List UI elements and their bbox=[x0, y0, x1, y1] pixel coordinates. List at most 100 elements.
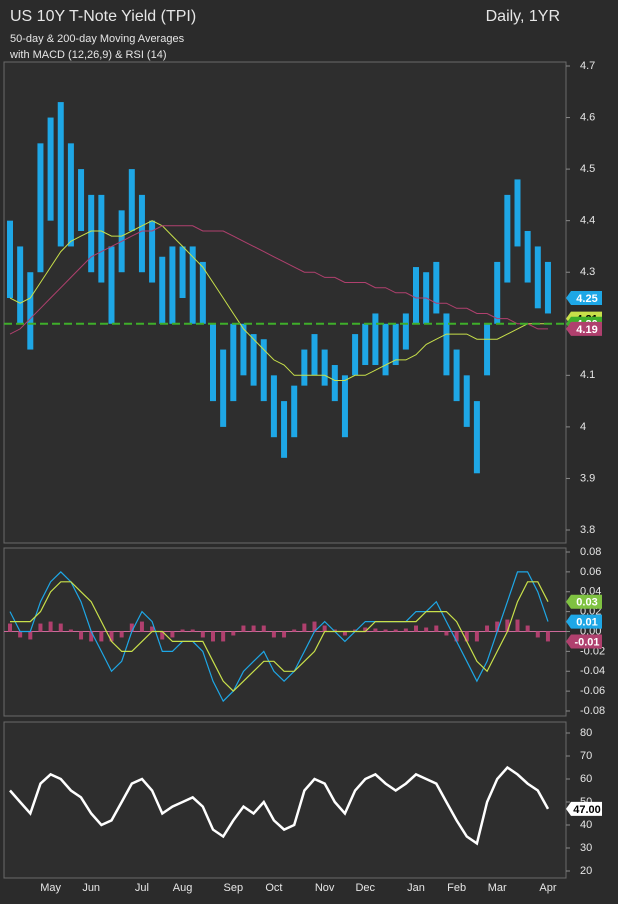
price-bar bbox=[37, 143, 44, 273]
subtitle: 50-day & 200-day Moving Averages bbox=[10, 33, 185, 45]
histogram-bar bbox=[495, 621, 500, 632]
y-tick-label: 4.3 bbox=[580, 266, 595, 278]
price-bar bbox=[169, 246, 176, 324]
price-bar bbox=[402, 313, 409, 350]
y-tick-label: 4.7 bbox=[580, 60, 595, 72]
x-tick-label: Nov bbox=[315, 882, 335, 894]
line bbox=[9, 571, 549, 703]
value-tag bbox=[566, 291, 602, 305]
price-bar bbox=[179, 246, 186, 298]
price-bar bbox=[311, 334, 318, 376]
histogram-bar bbox=[129, 623, 134, 632]
y-tick-label: 20 bbox=[580, 865, 592, 877]
price-bar bbox=[291, 385, 298, 438]
price-bar bbox=[484, 323, 491, 376]
line bbox=[9, 765, 550, 846]
x-tick-label: May bbox=[40, 882, 61, 894]
value-tag bbox=[566, 321, 602, 336]
price-bar bbox=[463, 375, 470, 427]
x-tick-label: Aug bbox=[173, 882, 193, 894]
price-bar bbox=[260, 339, 267, 402]
x-tick-label: Jul bbox=[135, 882, 149, 894]
price-bar bbox=[230, 323, 237, 402]
rsi-panel bbox=[3, 721, 567, 879]
price-bar bbox=[534, 246, 541, 309]
histogram-bar bbox=[211, 631, 215, 642]
y-tick-label: 80 bbox=[580, 727, 592, 739]
histogram-bar bbox=[363, 627, 368, 632]
histogram-bar bbox=[150, 626, 155, 632]
histogram-bar bbox=[525, 625, 530, 632]
histogram-bar bbox=[28, 631, 33, 640]
histogram-bar bbox=[68, 629, 73, 632]
value-tag-label: 4.19 bbox=[576, 324, 597, 336]
histogram-bar bbox=[403, 628, 408, 632]
period: Daily, 1YR bbox=[486, 8, 560, 25]
value-tag-label: 0.01 bbox=[576, 616, 597, 628]
histogram-bar bbox=[200, 631, 205, 638]
price-bar bbox=[17, 246, 24, 324]
price-bar bbox=[413, 267, 419, 324]
line bbox=[9, 220, 548, 381]
price-bar bbox=[341, 375, 348, 438]
histogram-bar bbox=[444, 631, 449, 636]
chart-title: US 10Y T-Note Yield (TPI) bbox=[10, 8, 196, 25]
price-bar bbox=[270, 375, 277, 438]
histogram-bar bbox=[302, 623, 307, 632]
value-tag bbox=[566, 614, 602, 629]
price-panel bbox=[3, 61, 567, 544]
price-bar bbox=[352, 334, 359, 376]
price-bar bbox=[331, 365, 338, 402]
x-tick-label: Mar bbox=[488, 882, 507, 894]
y-tick-label: 30 bbox=[580, 842, 592, 854]
value-tag-label: -0.01 bbox=[574, 636, 599, 648]
histogram-bar bbox=[434, 625, 439, 632]
y-tick-label: 0.08 bbox=[580, 546, 601, 558]
histogram-bar bbox=[18, 631, 23, 638]
price-bar bbox=[250, 334, 257, 386]
histogram-bar bbox=[190, 629, 195, 632]
histogram-bar bbox=[261, 625, 266, 632]
price-bar bbox=[108, 246, 115, 324]
histogram-bar bbox=[322, 625, 327, 632]
price-bar bbox=[240, 323, 247, 376]
price-bar bbox=[321, 349, 328, 386]
histogram-bar bbox=[271, 631, 276, 638]
price-bar bbox=[27, 272, 34, 350]
price-bar bbox=[138, 194, 145, 273]
histogram-bar bbox=[474, 631, 479, 642]
histogram-bar bbox=[48, 621, 53, 632]
price-bar bbox=[504, 194, 511, 283]
x-tick-label: Apr bbox=[539, 882, 556, 894]
histogram-bar bbox=[251, 625, 256, 632]
price-bar bbox=[514, 179, 521, 247]
y-tick-label: 4.1 bbox=[580, 369, 595, 381]
y-tick-label: 70 bbox=[580, 750, 592, 762]
price-bar bbox=[7, 220, 13, 298]
value-tag bbox=[566, 594, 602, 609]
histogram-bar bbox=[353, 629, 358, 632]
histogram-bar bbox=[535, 631, 540, 638]
histogram-bar bbox=[464, 631, 469, 642]
price-bar bbox=[544, 261, 551, 314]
histogram-bar bbox=[312, 621, 317, 632]
histogram-bar bbox=[79, 631, 84, 640]
y-tick-label: 3.8 bbox=[580, 524, 595, 536]
x-tick-label: Jan bbox=[407, 882, 425, 894]
price-bar bbox=[149, 220, 156, 283]
y-tick-label: 0.04 bbox=[580, 586, 601, 598]
histogram-bar bbox=[373, 628, 378, 632]
y-tick-label: 3.9 bbox=[580, 472, 595, 484]
histogram-bar bbox=[485, 625, 490, 632]
histogram-bar bbox=[38, 623, 43, 632]
x-tick-label: Oct bbox=[265, 882, 282, 894]
histogram-bar bbox=[89, 631, 94, 642]
y-tick-label: 40 bbox=[580, 819, 592, 831]
histogram-bar bbox=[221, 631, 226, 642]
price-bar bbox=[128, 169, 135, 231]
price-bar bbox=[189, 246, 196, 324]
histogram-bar bbox=[292, 629, 297, 632]
subtitle: with MACD (12,26,9) & RSI (14) bbox=[9, 49, 167, 61]
x-tick-label: Feb bbox=[447, 882, 466, 894]
value-tag-label: 0.03 bbox=[576, 597, 597, 609]
